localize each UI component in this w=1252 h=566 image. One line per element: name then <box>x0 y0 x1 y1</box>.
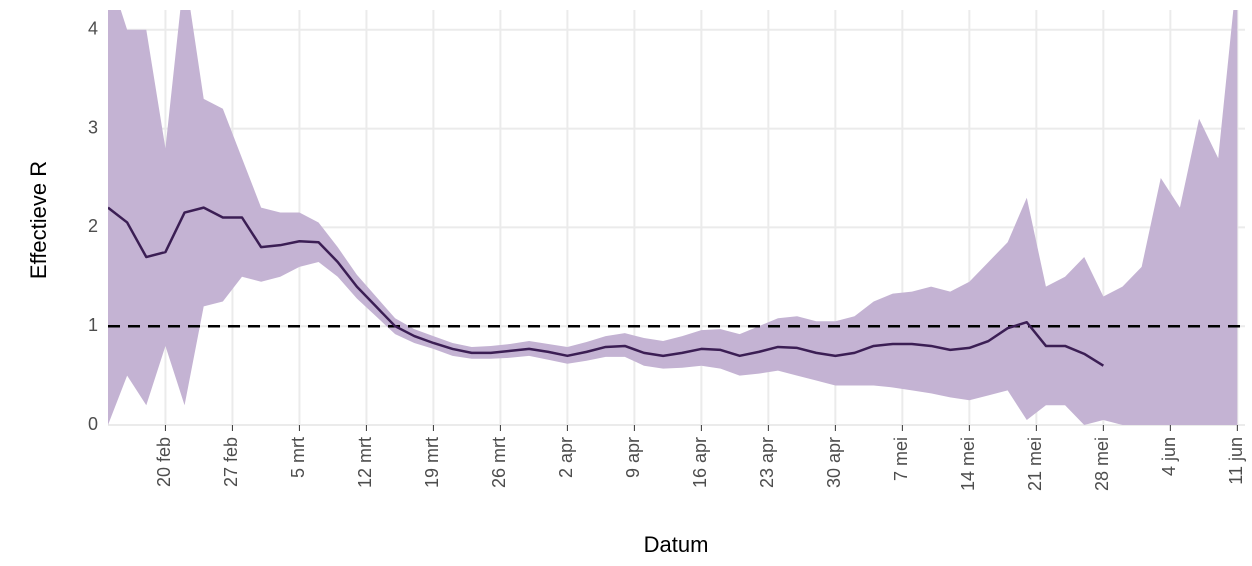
x-tick-label: 9 apr <box>623 437 643 478</box>
x-tick-label: 16 apr <box>690 437 710 488</box>
x-tick-label: 12 mrt <box>355 437 375 488</box>
y-axis-title: Effectieve R <box>26 161 51 279</box>
x-tick-label: 30 apr <box>824 437 844 488</box>
y-tick-label: 2 <box>88 216 98 236</box>
x-axis-title: Datum <box>644 532 709 557</box>
x-tick-label: 21 mei <box>1025 437 1045 491</box>
x-tick-label: 7 mei <box>891 437 911 481</box>
x-tick-label: 11 jun <box>1226 437 1246 485</box>
x-tick-label: 4 jun <box>1159 437 1179 476</box>
x-tick-label: 23 apr <box>757 437 777 488</box>
x-tick-label: 28 mei <box>1092 437 1112 491</box>
r-line <box>108 206 1105 367</box>
confidence-band <box>108 10 1238 425</box>
y-tick-label: 1 <box>88 315 98 335</box>
y-tick-label: 4 <box>88 19 98 39</box>
x-tick-label: 14 mei <box>958 437 978 491</box>
y-tick-label: 0 <box>88 414 98 434</box>
x-tick-label: 20 feb <box>154 437 174 487</box>
x-tick-label: 5 mrt <box>288 437 308 478</box>
plot-area <box>108 10 1245 425</box>
x-tick-label: 26 mrt <box>489 437 509 488</box>
x-tick-label: 2 apr <box>556 437 576 478</box>
x-tick-label: 19 mrt <box>422 437 442 488</box>
y-tick-label: 3 <box>88 117 98 137</box>
x-tick-label: 27 feb <box>221 437 241 487</box>
